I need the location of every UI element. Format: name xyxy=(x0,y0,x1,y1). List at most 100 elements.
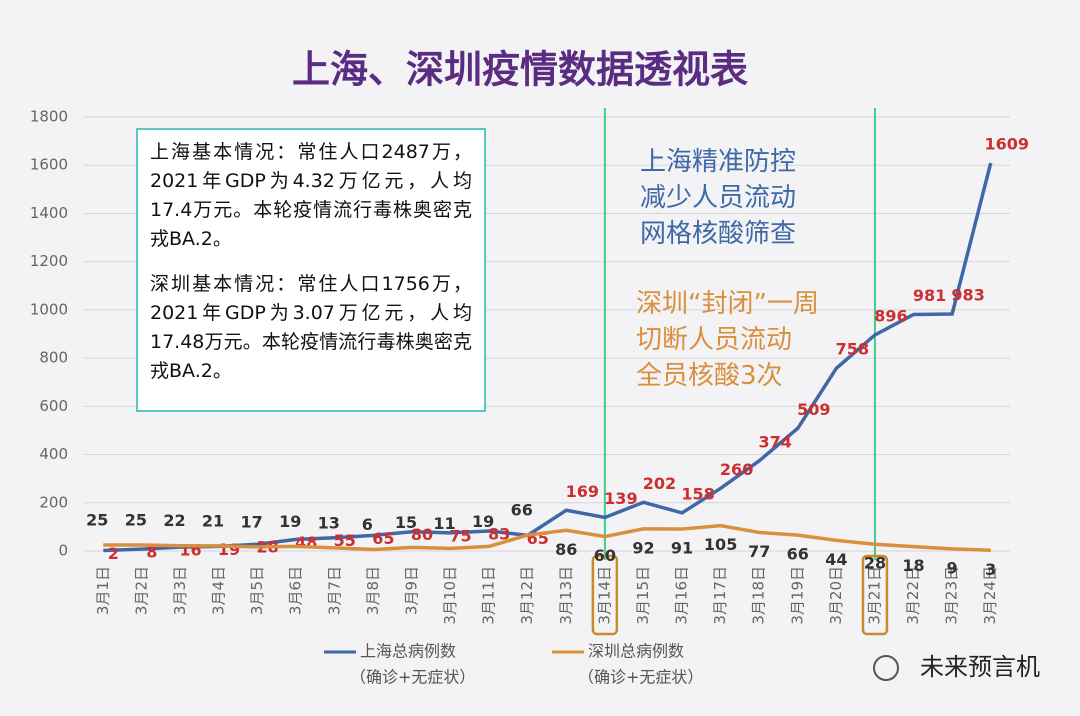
data-label: 66 xyxy=(511,501,533,520)
data-label: 374 xyxy=(759,432,792,451)
data-label: 105 xyxy=(704,535,737,554)
x-tick-label: 3月24日 xyxy=(981,566,999,625)
data-label: 25 xyxy=(125,510,147,529)
x-tick-label: 3月5日 xyxy=(248,566,266,615)
y-tick-label: 1800 xyxy=(30,108,68,126)
measure: 深圳“封闭”一周 xyxy=(636,289,819,319)
x-tick-label: 3月3日 xyxy=(171,566,189,615)
data-label: 44 xyxy=(825,550,847,569)
data-label: 17 xyxy=(240,512,262,531)
data-label: 1609 xyxy=(984,135,1029,154)
x-tick-label: 3月14日 xyxy=(595,566,613,625)
data-label: 13 xyxy=(318,513,340,532)
data-label: 91 xyxy=(671,539,693,558)
data-label: 83 xyxy=(488,524,510,543)
data-label: 260 xyxy=(720,460,753,479)
y-tick-label: 1000 xyxy=(30,300,68,318)
data-label: 80 xyxy=(411,525,433,544)
data-label: 19 xyxy=(472,512,494,531)
data-label: 75 xyxy=(449,526,471,545)
x-tick-label: 3月19日 xyxy=(788,566,806,625)
measure: 切断人员流动 xyxy=(636,325,793,355)
x-tick-label: 3月9日 xyxy=(402,566,420,615)
y-tick-label: 1600 xyxy=(30,156,68,174)
y-tick-label: 1200 xyxy=(30,252,68,270)
data-label: 896 xyxy=(874,306,907,325)
x-tick-label: 3月22日 xyxy=(904,566,922,625)
x-tick-label: 3月4日 xyxy=(210,566,228,615)
data-label: 22 xyxy=(163,511,185,530)
y-tick-label: 800 xyxy=(39,349,68,367)
data-label: 66 xyxy=(787,545,809,564)
chart-title: 上海、深圳疫情数据透视表 xyxy=(292,48,748,92)
x-tick-label: 3月13日 xyxy=(557,566,575,625)
x-tick-label: 3月21日 xyxy=(865,566,883,625)
data-label: 158 xyxy=(681,484,714,503)
data-label: 19 xyxy=(218,540,240,559)
data-label: 509 xyxy=(797,400,830,419)
series-line xyxy=(103,523,991,553)
info-box: 上海基本情况：常住人口2487万，2021年GDP为4.32万亿元，人均17.4… xyxy=(136,128,486,412)
info-paragraph: 深圳基本情况：常住人口1756万，2021年GDP为3.07万亿元，人均17.4… xyxy=(150,273,472,382)
data-label: 15 xyxy=(395,513,417,532)
x-tick-label: 3月7日 xyxy=(325,566,343,615)
x-tick-label: 3月11日 xyxy=(480,566,498,625)
data-label: 8 xyxy=(146,543,157,562)
data-label: 202 xyxy=(643,474,676,493)
data-label: 758 xyxy=(836,340,869,359)
shenzhen-measures: 深圳“封闭”一周 切断人员流动 全员核酸3次 xyxy=(636,286,819,394)
data-label: 77 xyxy=(748,542,770,561)
y-tick-label: 200 xyxy=(39,493,68,511)
data-label: 60 xyxy=(594,546,616,565)
measure: 上海精准防控 xyxy=(640,147,797,177)
data-label: 6 xyxy=(362,515,373,534)
x-tick-label: 3月10日 xyxy=(441,566,459,625)
data-label: 9 xyxy=(947,558,958,577)
legend-note: （确诊+无症状） xyxy=(578,668,703,687)
y-tick-label: 0 xyxy=(58,542,68,560)
x-tick-label: 3月1日 xyxy=(94,566,112,615)
shanghai-measures: 上海精准防控 减少人员流动 网格核酸筛查 xyxy=(640,144,796,252)
x-tick-label: 3月2日 xyxy=(132,566,150,615)
data-label: 169 xyxy=(566,482,599,501)
data-label: 25 xyxy=(86,510,108,529)
legend-label: 上海总病例数 xyxy=(360,642,456,661)
data-label: 21 xyxy=(202,511,224,530)
x-tick-label: 3月18日 xyxy=(750,566,768,625)
wechat-icon xyxy=(873,655,899,681)
source: 未来预言机 xyxy=(920,653,1040,681)
y-tick-label: 1400 xyxy=(30,204,68,222)
x-tick-label: 3月15日 xyxy=(634,566,652,625)
x-tick-label: 3月20日 xyxy=(827,566,845,625)
info-paragraph: 上海基本情况：常住人口2487万，2021年GDP为4.32万亿元，人均17.4… xyxy=(150,141,472,250)
data-label: 65 xyxy=(372,529,394,548)
legend-note: （确诊+无症状） xyxy=(350,668,475,687)
legend-label: 深圳总病例数 xyxy=(588,642,684,661)
x-tick-label: 3月8日 xyxy=(364,566,382,615)
data-label: 3 xyxy=(985,560,996,579)
data-label: 18 xyxy=(902,556,924,575)
x-tick-label: 3月23日 xyxy=(943,566,961,625)
measure: 减少人员流动 xyxy=(640,183,797,213)
x-tick-label: 3月17日 xyxy=(711,566,729,625)
x-tick-label: 3月6日 xyxy=(287,566,305,615)
data-label: 983 xyxy=(951,285,984,304)
data-label: 48 xyxy=(295,533,317,552)
data-label: 139 xyxy=(604,489,637,508)
x-tick-label: 3月12日 xyxy=(518,566,536,625)
x-tick-label: 3月16日 xyxy=(673,566,691,625)
data-label: 16 xyxy=(179,541,201,560)
highlight-box xyxy=(591,554,619,636)
data-label: 11 xyxy=(433,514,455,533)
y-tick-label: 600 xyxy=(39,397,68,415)
data-label: 2 xyxy=(108,544,119,563)
data-label: 19 xyxy=(279,512,301,531)
data-label: 981 xyxy=(913,286,946,305)
series-line xyxy=(103,162,993,553)
measure: 网格核酸筛查 xyxy=(640,219,797,249)
data-label: 28 xyxy=(864,554,886,573)
y-tick-label: 400 xyxy=(39,445,68,463)
data-label: 86 xyxy=(555,540,577,559)
